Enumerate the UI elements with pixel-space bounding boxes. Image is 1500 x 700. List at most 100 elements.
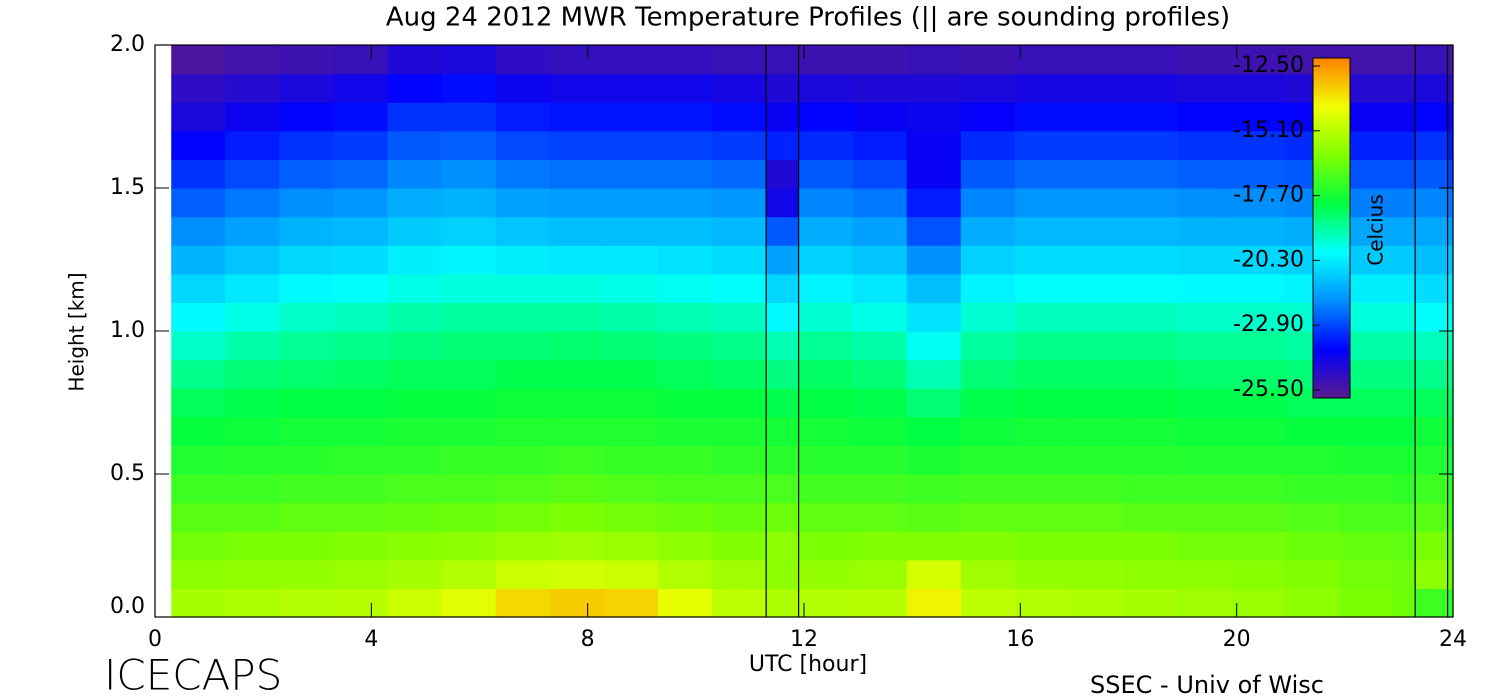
heatmap-cell [798, 416, 854, 446]
heatmap-cell [1393, 188, 1416, 218]
heatmap-cell [798, 245, 854, 275]
heatmap-cell [1069, 531, 1124, 561]
heatmap-cell [1415, 130, 1449, 160]
heatmap-cell [279, 73, 335, 103]
heatmap-cell [441, 502, 497, 532]
heatmap-cell [798, 130, 854, 160]
heatmap-cell [798, 359, 854, 389]
heatmap-cell [1447, 502, 1454, 532]
colorbar-tick-label: -17.70 [1233, 183, 1304, 208]
heatmap-cell [1177, 588, 1232, 618]
heatmap-cell [1231, 416, 1286, 446]
heatmap-cell [441, 188, 497, 218]
colorbar-tick-label: -25.50 [1233, 377, 1304, 402]
heatmap-cell [1447, 559, 1454, 589]
heatmap-cell [495, 588, 551, 618]
heatmap-cell [603, 445, 659, 475]
heatmap-cell [1069, 302, 1124, 332]
x-tick-label: 16 [1006, 627, 1034, 652]
heatmap-cell [1231, 102, 1286, 132]
heatmap-cell [1231, 559, 1286, 589]
heatmap-cell [1339, 531, 1395, 561]
heatmap-cell [1231, 159, 1286, 189]
heatmap-cell [1393, 159, 1416, 189]
heatmap-cell [852, 302, 908, 332]
heatmap-cell [279, 474, 335, 504]
heatmap-cell [333, 130, 389, 160]
heatmap-cell [766, 474, 800, 504]
heatmap-cell [1123, 474, 1178, 504]
heatmap-cell [798, 188, 854, 218]
heatmap-cell [495, 102, 551, 132]
heatmap-cell [1339, 559, 1395, 589]
heatmap-cell [171, 273, 226, 303]
heatmap-cell [1069, 416, 1124, 446]
heatmap-cell [171, 502, 226, 532]
heatmap-cell [1014, 188, 1070, 218]
heatmap-cell [1069, 45, 1124, 75]
heatmap-cell [960, 331, 1016, 361]
heatmap-cell [960, 245, 1016, 275]
heatmap-cell [1177, 73, 1232, 103]
heatmap-cell [712, 73, 767, 103]
y-tick-label: 2.0 [110, 32, 145, 57]
heatmap-cell [1177, 302, 1232, 332]
heatmap-cell [549, 130, 605, 160]
heatmap-cell [906, 45, 962, 75]
heatmap-cell [279, 273, 335, 303]
heatmap-cell [1393, 73, 1416, 103]
heatmap-cell [1415, 502, 1449, 532]
heatmap-cell [603, 559, 659, 589]
heatmap-cell [712, 302, 767, 332]
heatmap-cell [1447, 159, 1454, 189]
heatmap-cell [225, 45, 280, 75]
chart-title: Aug 24 2012 MWR Temperature Profiles (||… [386, 3, 1230, 33]
heatmap-cell [333, 45, 389, 75]
heatmap-cell [1123, 359, 1178, 389]
heatmap-cell [1285, 416, 1341, 446]
heatmap-cell [766, 302, 800, 332]
heatmap-cell [549, 445, 605, 475]
heatmap-cell [960, 588, 1016, 618]
heatmap-cell [1447, 45, 1454, 75]
heatmap-cell [333, 273, 389, 303]
colorbar-tick-label: -12.50 [1233, 53, 1304, 78]
heatmap-cell [333, 445, 389, 475]
heatmap-cell [387, 416, 443, 446]
heatmap-cell [1123, 188, 1178, 218]
heatmap-cell [798, 102, 854, 132]
heatmap-cell [657, 245, 713, 275]
heatmap-cell [657, 474, 713, 504]
heatmap-cell [333, 302, 389, 332]
heatmap-cell [603, 359, 659, 389]
heatmap-cell [1285, 588, 1341, 618]
heatmap-cell [766, 45, 800, 75]
heatmap-cell [603, 273, 659, 303]
heatmap-cell [960, 388, 1016, 418]
heatmap-cell [960, 559, 1016, 589]
heatmap-cell [387, 474, 443, 504]
heatmap-cell [960, 73, 1016, 103]
heatmap-cell [333, 388, 389, 418]
heatmap-cell [1014, 445, 1070, 475]
heatmap-cell [441, 73, 497, 103]
heatmap-cell [225, 588, 280, 618]
heatmap-cell [1177, 474, 1232, 504]
heatmap-cell [387, 588, 443, 618]
heatmap-cell [1231, 130, 1286, 160]
heatmap-cell [441, 416, 497, 446]
heatmap-cell [279, 502, 335, 532]
heatmap-cell [333, 474, 389, 504]
colorbar [1312, 57, 1351, 399]
heatmap-cell [387, 188, 443, 218]
heatmap-cell [1069, 502, 1124, 532]
heatmap-cell [712, 188, 767, 218]
heatmap-cell [1177, 130, 1232, 160]
heatmap-cell [852, 445, 908, 475]
heatmap-cell [549, 73, 605, 103]
heatmap-cell [766, 559, 800, 589]
heatmap-cell [387, 302, 443, 332]
heatmap-cell [1447, 302, 1454, 332]
heatmap-cell [712, 474, 767, 504]
heatmap-cell [852, 388, 908, 418]
